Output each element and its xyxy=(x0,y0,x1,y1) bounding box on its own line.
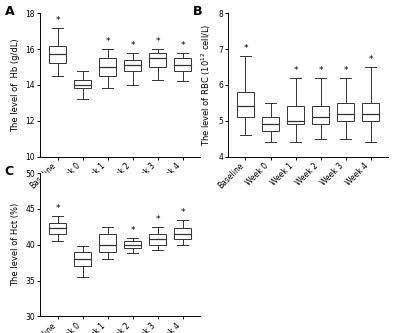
Bar xyxy=(99,58,116,76)
Text: *: * xyxy=(293,66,298,75)
Text: C: C xyxy=(5,165,14,177)
Y-axis label: The level of Hct (%): The level of Hct (%) xyxy=(11,203,20,286)
Text: *: * xyxy=(318,66,323,75)
Text: *: * xyxy=(180,208,185,217)
Text: B: B xyxy=(193,5,202,18)
Bar xyxy=(99,234,116,252)
Text: *: * xyxy=(130,226,135,235)
Text: *: * xyxy=(180,41,185,50)
Text: *: * xyxy=(105,37,110,46)
Text: *: * xyxy=(343,66,348,75)
Bar xyxy=(337,103,354,121)
Bar xyxy=(49,223,66,234)
Bar xyxy=(124,241,141,248)
Bar xyxy=(74,252,91,266)
Bar xyxy=(124,60,141,71)
Bar xyxy=(237,92,254,117)
Text: *: * xyxy=(55,16,60,25)
Bar xyxy=(262,117,279,132)
Bar xyxy=(174,228,191,239)
Bar xyxy=(312,106,329,124)
Bar xyxy=(149,53,166,67)
Text: *: * xyxy=(243,44,248,53)
Bar xyxy=(362,103,379,121)
Bar xyxy=(287,106,304,124)
Text: *: * xyxy=(130,41,135,50)
Text: *: * xyxy=(155,37,160,46)
Bar xyxy=(174,58,191,71)
Text: *: * xyxy=(55,204,60,213)
Text: *: * xyxy=(368,55,373,64)
Y-axis label: The level of RBC (10$^{12}$ cell/L): The level of RBC (10$^{12}$ cell/L) xyxy=(199,24,213,146)
Text: A: A xyxy=(5,5,14,18)
Text: *: * xyxy=(155,215,160,224)
Y-axis label: The level of  Hb (g/dL): The level of Hb (g/dL) xyxy=(11,38,20,132)
Bar xyxy=(49,46,66,64)
Bar xyxy=(149,234,166,245)
Bar xyxy=(74,80,91,89)
